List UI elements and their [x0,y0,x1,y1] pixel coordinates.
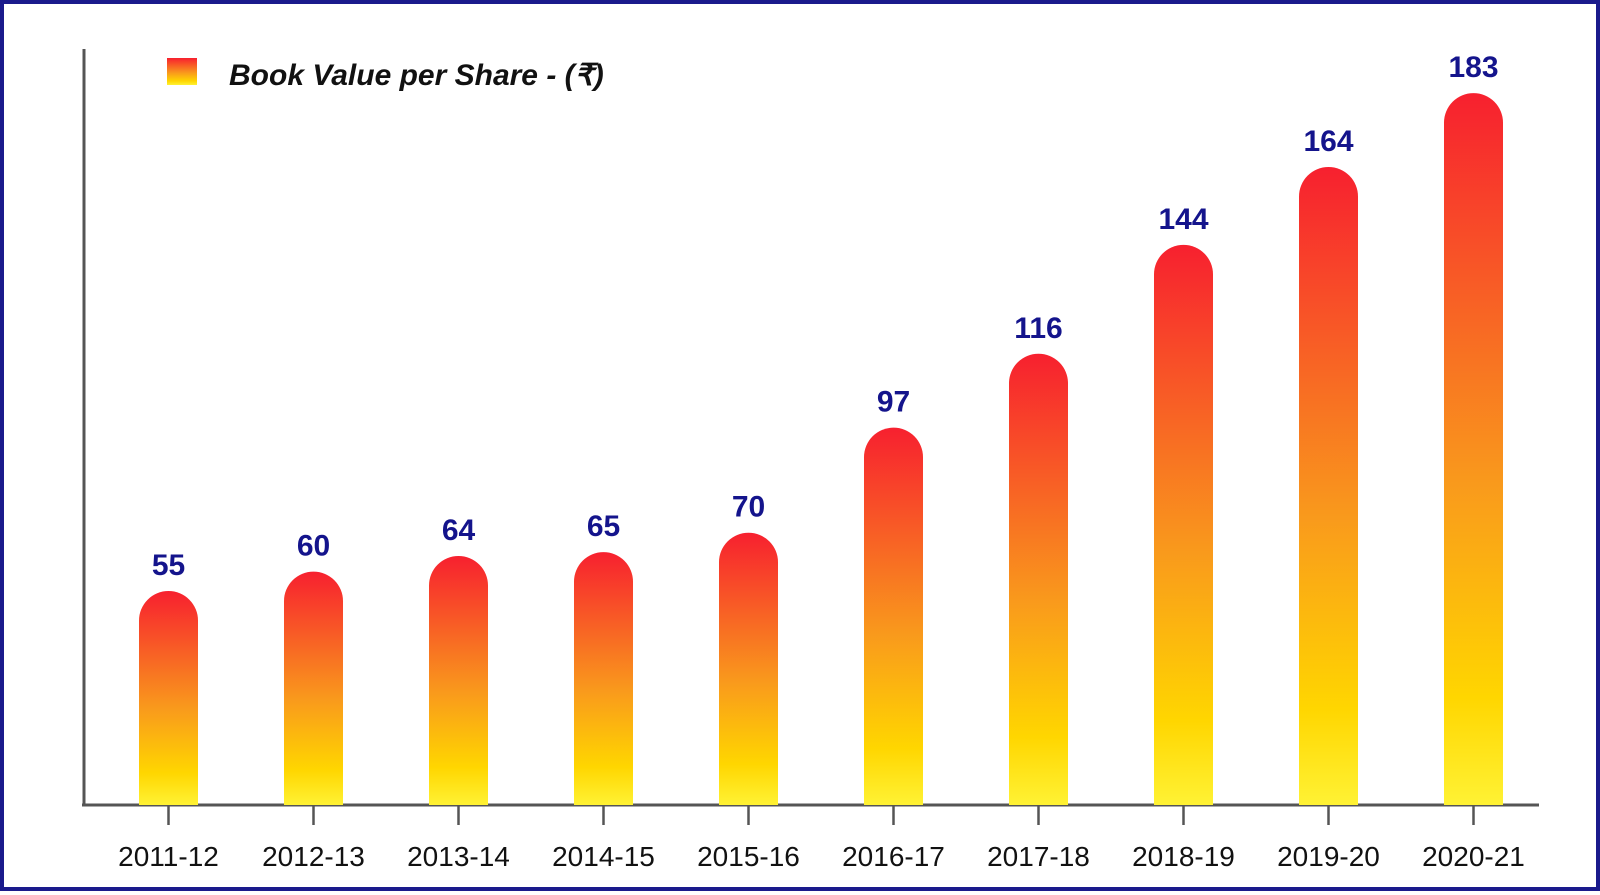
bar-2015-16 [719,532,778,805]
data-label: 55 [152,549,185,582]
x-tick-label: 2011-12 [118,841,219,872]
data-label: 60 [297,530,330,563]
x-tick-label: 2017-18 [987,841,1090,872]
x-tick-label: 2012-13 [262,841,365,872]
data-label: 65 [587,510,620,543]
x-tick-label: 2014-15 [552,841,655,872]
bar-2019-20 [1299,167,1358,806]
data-label: 70 [732,491,765,524]
bar-2016-17 [864,427,923,805]
legend-swatch [167,58,197,85]
x-tick-label: 2016-17 [842,841,945,872]
bar-2018-19 [1154,244,1213,806]
bar-2013-14 [429,556,488,805]
data-label: 97 [877,386,910,419]
x-tick-label: 2020-21 [1422,841,1525,872]
data-label: 116 [1014,312,1062,345]
bar-2012-13 [284,571,343,805]
x-tick-label: 2019-20 [1277,841,1380,872]
bar-chart: Book Value per Share - (₹) 55 2011-12 60 20… [82,49,1539,872]
legend-label: Book Value per Share - (₹) [229,59,604,92]
bar-2020-21 [1444,93,1503,805]
data-label: 64 [442,514,476,547]
bar-2014-15 [574,552,633,805]
data-label: 183 [1448,51,1498,84]
x-tick-label: 2013-14 [407,841,510,872]
bar-2017-18 [1009,353,1068,805]
x-tick-label: 2018-19 [1132,841,1235,872]
x-tick-label: 2015-16 [697,841,800,872]
data-label: 144 [1158,203,1208,236]
bar-2011-12 [139,591,198,805]
data-label: 164 [1303,125,1353,158]
